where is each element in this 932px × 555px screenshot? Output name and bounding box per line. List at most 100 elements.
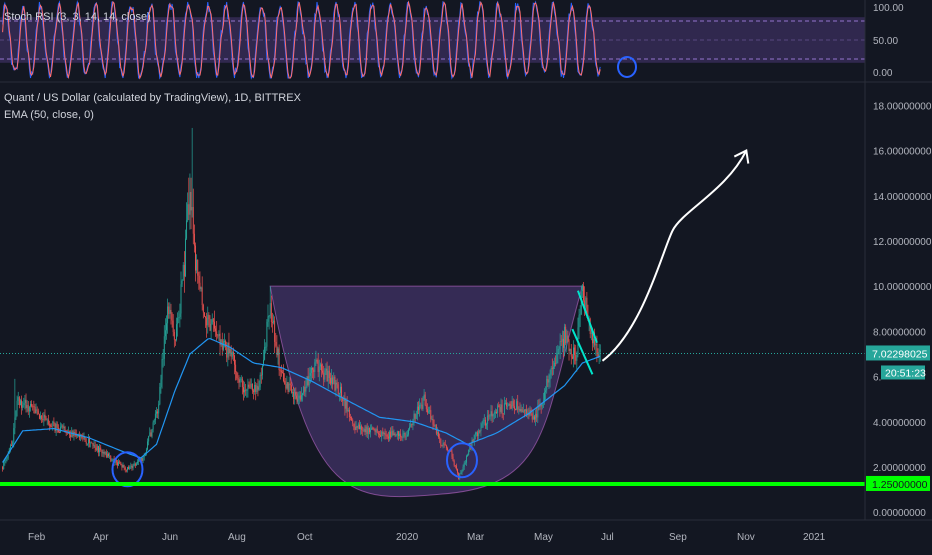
price-axis-tick: 0.00000000 [873,508,926,519]
candle-body [21,400,23,408]
candle-body [433,424,435,426]
candle-body [106,453,108,457]
candle-body [90,442,92,444]
candle-body [474,432,476,435]
candle-body [599,349,601,352]
last-price-value: 7.02298025 [872,348,928,360]
candle-body [31,404,33,407]
candle-body [583,285,584,301]
candle-body [162,358,164,360]
candle-body [481,423,483,428]
candle-body [190,192,192,211]
candle-body [336,382,338,385]
candle-body [416,406,418,415]
price-axis-tick: 14.00000000 [873,192,932,203]
time-axis-label: 2020 [396,532,419,543]
price-pane[interactable]: Quant / US Dollar (calculated by Trading… [0,92,865,498]
candle-body [247,384,249,390]
candle-body [174,339,176,341]
candle-body [26,405,28,409]
candle-body [365,426,367,433]
candle-body [270,303,272,323]
candle-body [570,349,572,357]
candle-body [502,413,504,415]
ema-line [2,337,601,463]
candle-body [112,459,114,461]
candle-body [461,471,463,473]
candle-body [498,405,500,408]
candle-body [508,403,510,406]
price-axis-tick: 6. [873,373,881,384]
candle-body [261,365,263,376]
cup-shape-fill [269,285,584,498]
candle-body [311,367,312,373]
candle-body [334,376,336,391]
candle-body [316,360,318,361]
candle-body [260,374,262,376]
candle-body [559,341,561,349]
candle-body [142,457,144,461]
candle-body [71,431,73,437]
candle-body [473,434,475,442]
candle-body [494,411,496,413]
candle-body [193,233,195,246]
candle-body [521,409,523,413]
support-value: 1.25000000 [872,479,928,491]
candle-body [12,442,14,446]
candle-body [230,349,232,357]
candle-body [119,461,121,463]
candle-body [596,343,598,355]
candle-body [268,316,270,318]
candle-body [358,424,360,430]
candle-body [496,411,497,413]
candle-body [367,428,369,434]
candle-body [51,425,53,427]
candle-body [96,446,98,451]
candle-body [313,369,315,372]
candle-body [385,434,387,436]
candle-body [105,451,107,457]
candle-body [333,376,335,385]
candle-body [192,206,194,234]
candle-body [337,384,339,395]
candle-body [23,403,25,406]
candle-body [392,430,394,436]
candle-body [492,413,494,417]
candle-body [444,444,446,446]
candle-body [275,341,277,346]
candle-body [338,392,340,395]
candle-body [19,400,21,406]
candle-body [166,323,167,331]
candle-body [237,378,239,380]
candle-body [296,393,298,402]
candle-body [265,346,267,348]
candle-body [360,426,361,430]
candle-body [593,338,595,344]
stoch-rsi-pane[interactable]: Stoch RSI (3, 3, 14, 14, close) [0,0,865,80]
candle-body [297,398,299,402]
candle-body [127,467,128,471]
candle-body [450,449,452,452]
candle-body [143,455,145,458]
candle-body [483,419,485,421]
candle-body [500,404,502,412]
candle-body [98,446,99,453]
candle-body [300,395,302,400]
candle-body [432,419,434,425]
candle-body [48,424,50,426]
candle-body [199,282,201,289]
candle-body [545,390,547,393]
candle-body [490,411,492,416]
candle-body [278,348,280,370]
candle-body [25,399,27,409]
candle-body [447,448,448,451]
time-axis[interactable]: Feb Apr Jun Aug Oct 2020 Mar May Jul Sep… [0,519,932,543]
candle-body [173,331,175,340]
candle-body [341,386,343,397]
time-axis-label: May [534,532,553,543]
candle-body [42,419,44,421]
price-axis[interactable]: 100.00 50.00 0.00 18.00000000 16.0000000… [864,0,932,520]
candle-body [332,377,334,385]
